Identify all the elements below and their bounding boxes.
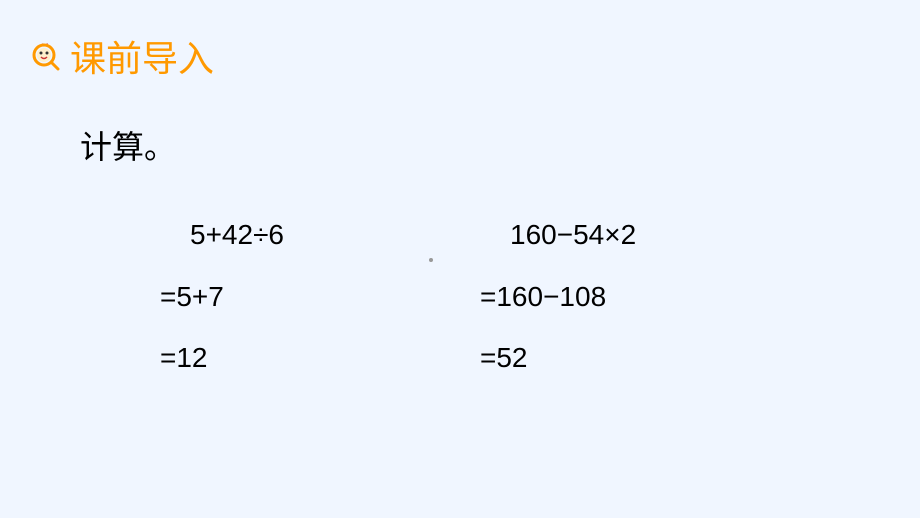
problem-right-step1: =160−108	[480, 280, 636, 314]
decorative-dot	[429, 258, 433, 262]
problem-right: 160−54×2 =160−108 =52	[480, 218, 636, 403]
problems-container: 5+42÷6 =5+7 =12 160−54×2 =160−108 =52	[0, 218, 920, 403]
problem-left: 5+42÷6 =5+7 =12	[160, 218, 440, 403]
problem-right-expression: 160−54×2	[510, 218, 636, 252]
section-title: 课前导入	[70, 30, 214, 82]
problem-left-result: =12	[160, 341, 440, 375]
instruction-text: 计算。	[80, 122, 920, 168]
problem-right-result: =52	[480, 341, 636, 375]
problem-left-step1: =5+7	[160, 280, 440, 314]
problem-left-expression: 5+42÷6	[190, 218, 440, 252]
magnifier-icon	[30, 41, 60, 71]
slide-header: 课前导入	[0, 0, 920, 82]
